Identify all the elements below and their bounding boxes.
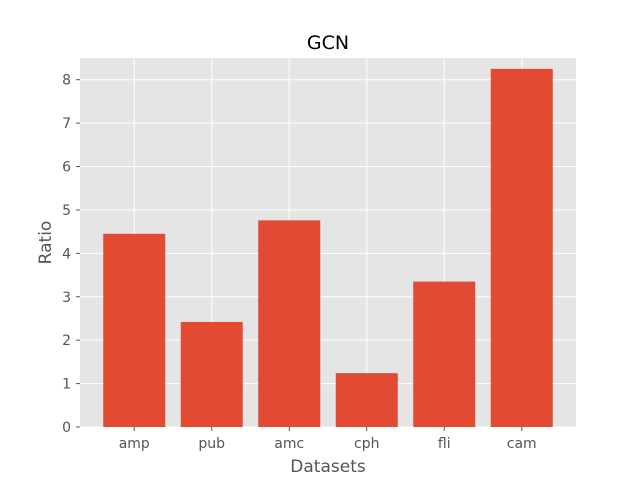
x-tick-label: cph xyxy=(354,436,379,452)
y-tick-label: 3 xyxy=(62,290,71,306)
chart-title: GCN xyxy=(307,32,349,54)
x-axis-label: Datasets xyxy=(290,457,366,477)
y-axis-ticks: 0 1 2 3 4 5 6 7 8 xyxy=(62,73,80,436)
bar-cam xyxy=(490,68,553,428)
y-tick-label: 2 xyxy=(62,333,71,349)
y-tick-label: 4 xyxy=(62,246,71,262)
bar-amc xyxy=(258,220,321,427)
y-tick-label: 8 xyxy=(62,73,71,89)
x-tick-label: amc xyxy=(274,436,304,452)
x-tick-label: amp xyxy=(119,436,150,452)
x-tick-label: fli xyxy=(438,436,451,452)
bar-fli xyxy=(413,281,476,427)
y-tick-label: 5 xyxy=(62,203,71,219)
bar-cph xyxy=(335,373,398,427)
y-tick-label: 0 xyxy=(62,420,71,436)
bars xyxy=(103,68,553,428)
y-axis-label: Ratio xyxy=(36,221,56,265)
bar-pub xyxy=(180,321,243,427)
bar-amp xyxy=(103,233,166,427)
y-tick-label: 7 xyxy=(62,116,71,132)
x-axis-ticks: amp pub amc cph fli cam xyxy=(119,427,537,452)
y-tick-label: 6 xyxy=(62,160,71,176)
x-tick-label: pub xyxy=(198,436,225,452)
y-tick-label: 1 xyxy=(62,377,71,393)
x-tick-label: cam xyxy=(507,436,537,452)
